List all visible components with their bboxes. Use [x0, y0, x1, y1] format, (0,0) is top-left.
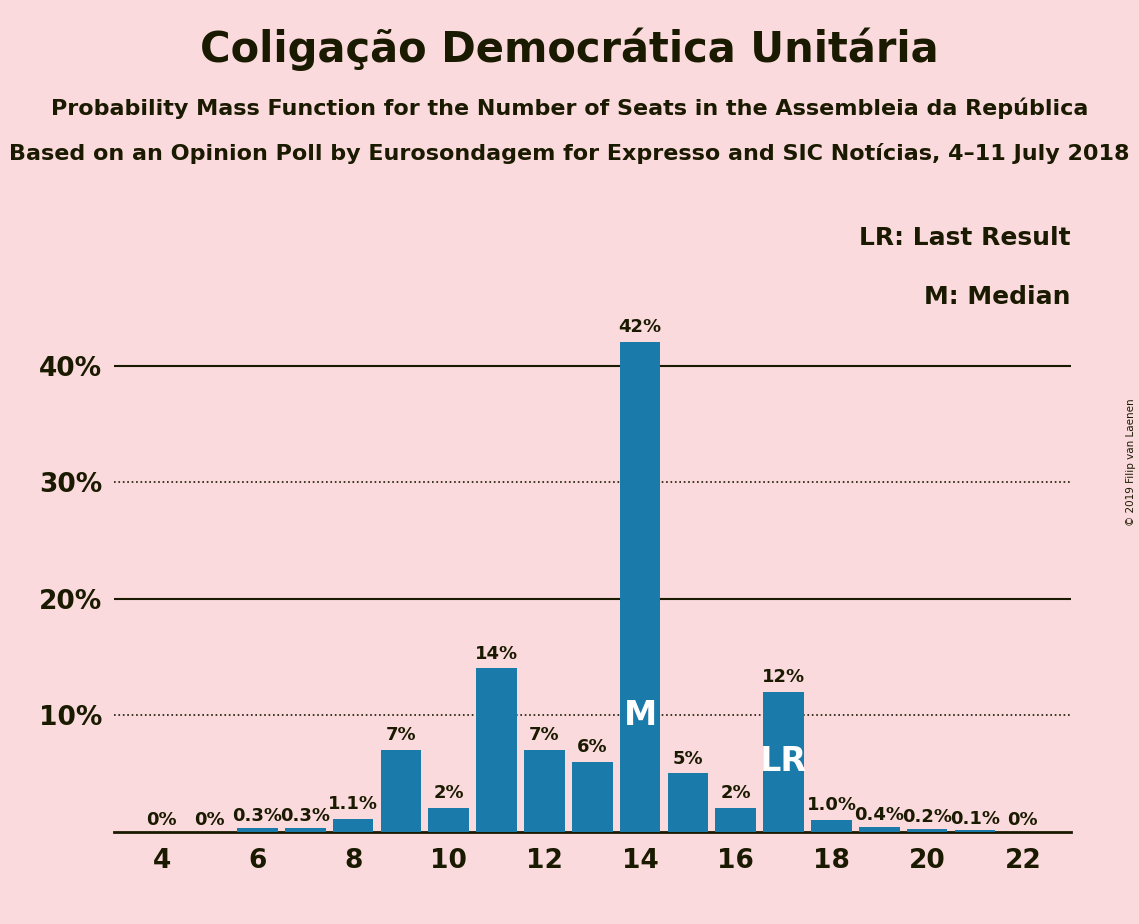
Text: Probability Mass Function for the Number of Seats in the Assembleia da República: Probability Mass Function for the Number… — [51, 97, 1088, 118]
Bar — [763, 692, 804, 832]
Text: LR: Last Result: LR: Last Result — [859, 226, 1071, 250]
Bar — [620, 342, 661, 832]
Text: 2%: 2% — [721, 784, 751, 802]
Text: 0.1%: 0.1% — [950, 809, 1000, 828]
Text: 0.3%: 0.3% — [280, 808, 330, 825]
Text: 7%: 7% — [386, 726, 416, 744]
Text: 1.1%: 1.1% — [328, 795, 378, 813]
Text: 0.4%: 0.4% — [854, 806, 904, 824]
Text: 1.0%: 1.0% — [806, 796, 857, 814]
Bar — [476, 668, 517, 832]
Text: LR: LR — [760, 745, 808, 778]
Text: 42%: 42% — [618, 319, 662, 336]
Bar — [380, 750, 421, 832]
Text: 0%: 0% — [195, 810, 224, 829]
Bar — [237, 828, 278, 832]
Bar — [572, 761, 613, 832]
Text: 0.2%: 0.2% — [902, 808, 952, 826]
Bar — [954, 831, 995, 832]
Text: 2%: 2% — [434, 784, 464, 802]
Bar — [715, 808, 756, 832]
Text: 6%: 6% — [577, 738, 607, 756]
Text: M: Median: M: Median — [924, 285, 1071, 309]
Text: Based on an Opinion Poll by Eurosondagem for Expresso and SIC Notícias, 4–11 Jul: Based on an Opinion Poll by Eurosondagem… — [9, 143, 1130, 164]
Bar — [285, 828, 326, 832]
Text: © 2019 Filip van Laenen: © 2019 Filip van Laenen — [1126, 398, 1136, 526]
Text: Coligação Democrática Unitária: Coligação Democrática Unitária — [200, 28, 939, 71]
Text: 14%: 14% — [475, 645, 518, 663]
Text: 0%: 0% — [1008, 810, 1038, 829]
Bar — [859, 827, 900, 832]
Bar — [524, 750, 565, 832]
Bar — [428, 808, 469, 832]
Bar — [811, 820, 852, 832]
Bar — [907, 829, 948, 832]
Text: 5%: 5% — [673, 749, 703, 768]
Text: M: M — [623, 699, 657, 732]
Bar — [667, 773, 708, 832]
Text: 0%: 0% — [147, 810, 177, 829]
Text: 7%: 7% — [530, 726, 559, 744]
Bar — [333, 819, 374, 832]
Text: 12%: 12% — [762, 668, 805, 686]
Text: 0.3%: 0.3% — [232, 808, 282, 825]
